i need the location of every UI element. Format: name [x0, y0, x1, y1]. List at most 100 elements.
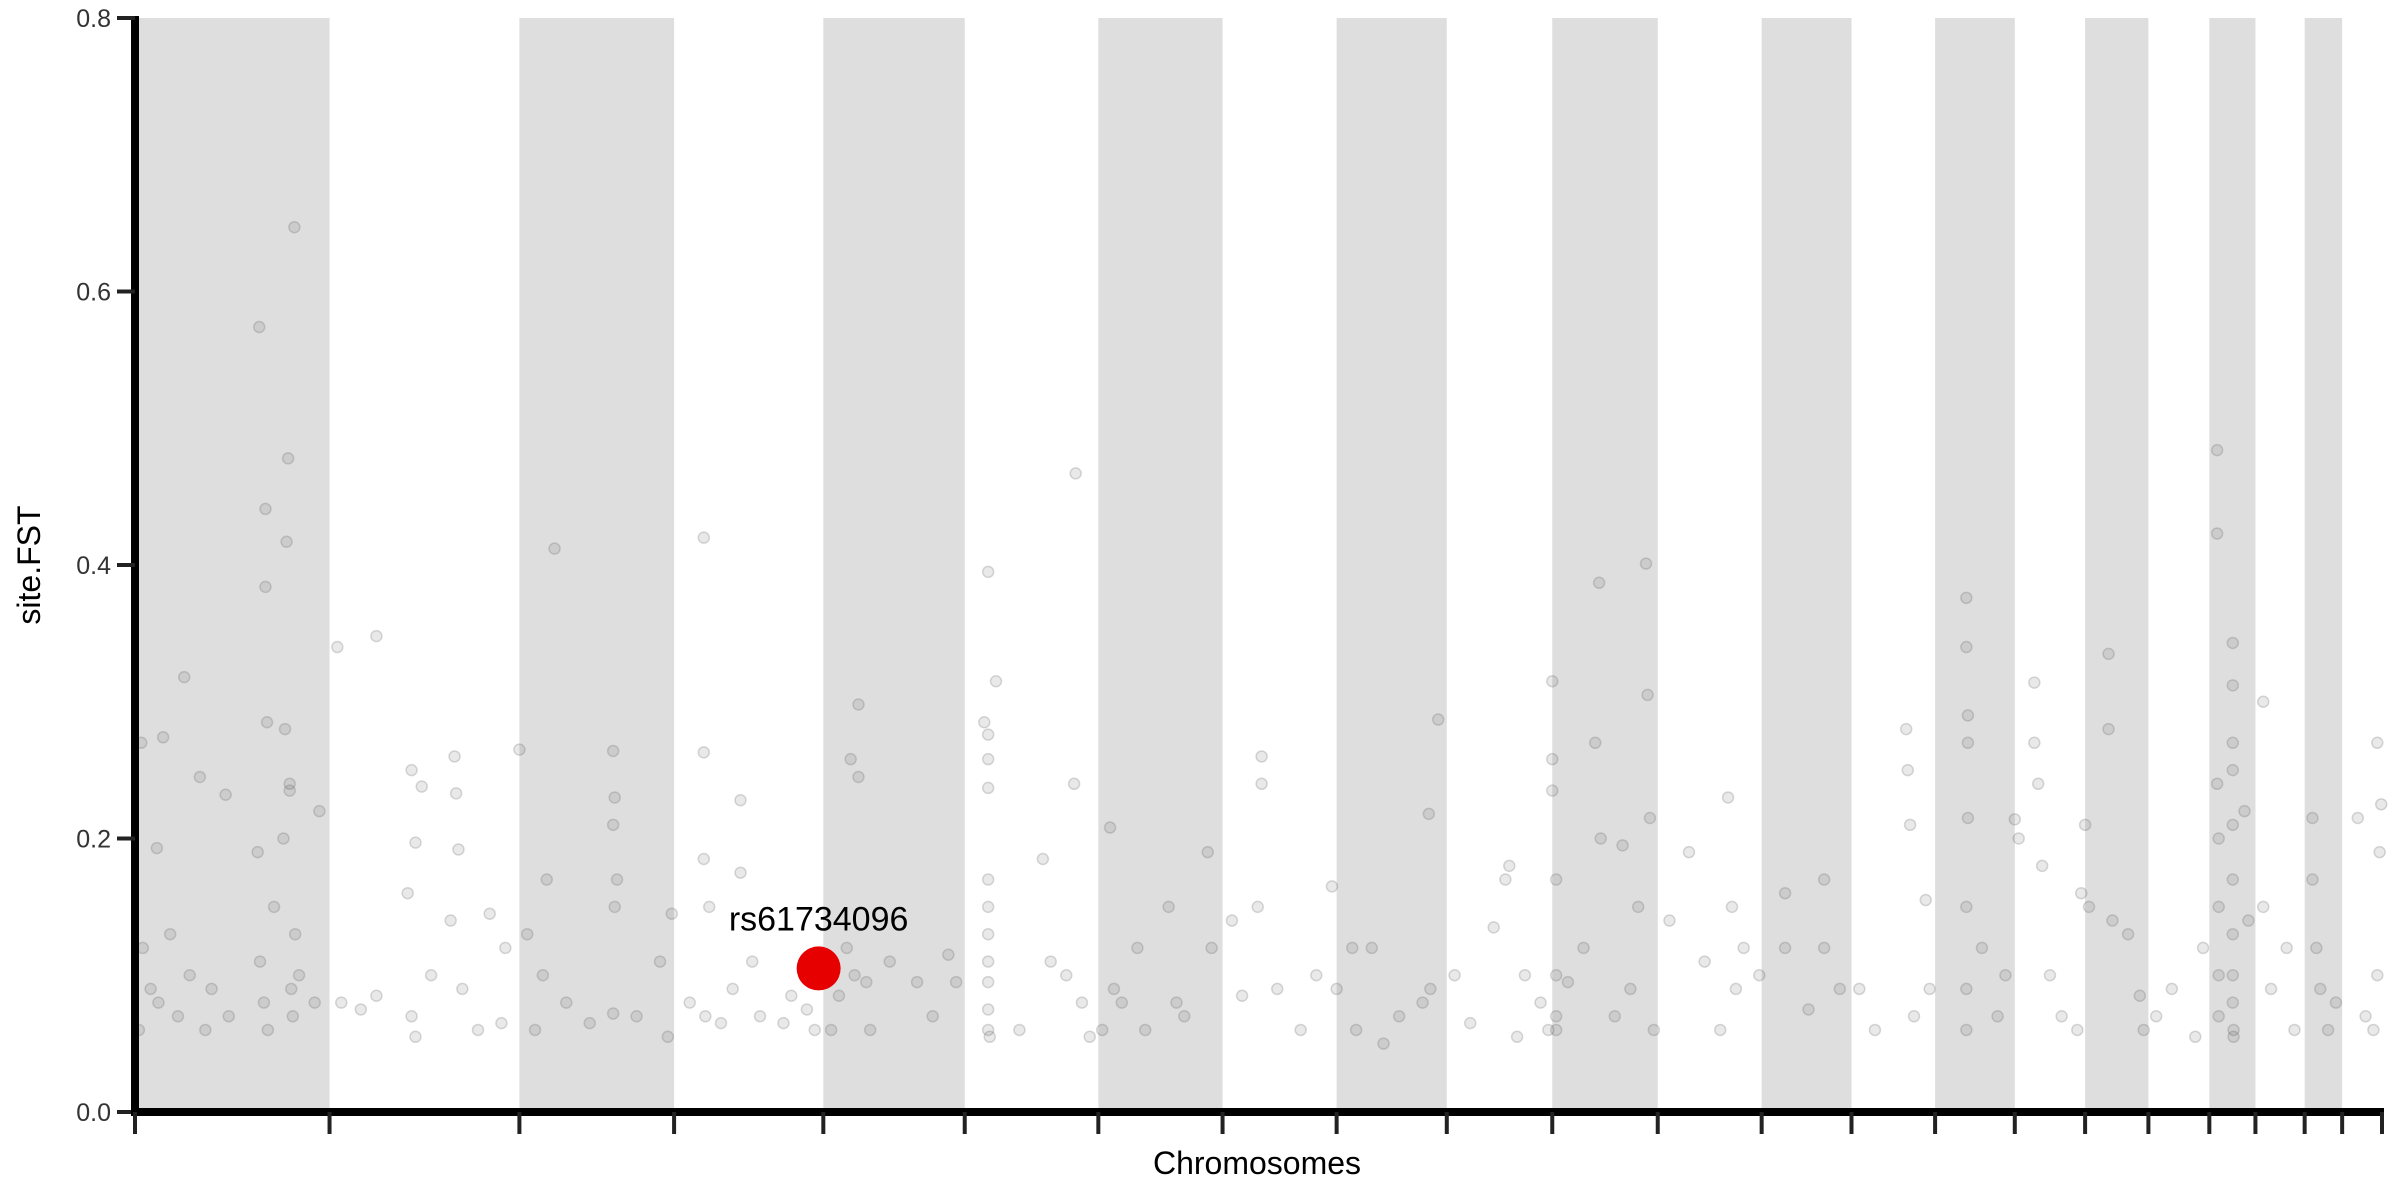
data-point [978, 716, 991, 729]
data-point [281, 452, 295, 465]
data-point [1422, 807, 1436, 821]
data-point [2314, 982, 2327, 996]
data-point [499, 941, 512, 955]
data-point [1069, 467, 1082, 480]
data-point [144, 982, 157, 996]
data-point [163, 927, 177, 941]
data-point [989, 674, 1003, 688]
data-point [1431, 713, 1445, 726]
chromosome-band-17 [2085, 18, 2149, 1112]
data-point [177, 670, 191, 684]
data-point [2137, 1023, 2150, 1037]
data-point [2264, 982, 2278, 996]
data-point [1067, 777, 1081, 791]
data-point [2106, 914, 2119, 927]
y-tick-label: 0.8 [76, 5, 111, 33]
data-point [606, 1007, 620, 1020]
y-tick-label: 0.0 [76, 1099, 111, 1127]
data-point [1518, 969, 1532, 982]
data-point [1424, 982, 1437, 996]
data-point [1961, 811, 1975, 825]
data-point [2374, 798, 2388, 811]
chromosome-band-19 [2209, 18, 2256, 1112]
data-point [981, 781, 995, 795]
data-point [1235, 989, 1249, 1003]
data-point [286, 1010, 300, 1023]
data-point [285, 982, 298, 996]
data-points [132, 220, 2388, 1050]
data-point [405, 1010, 418, 1023]
data-point [1294, 1023, 1307, 1037]
data-point [1901, 763, 1915, 777]
data-point [2102, 647, 2115, 661]
data-point [1682, 845, 1696, 859]
data-point [824, 1023, 838, 1037]
data-point [1546, 784, 1559, 797]
data-point [2351, 811, 2365, 825]
x-axis-title: Chromosomes [1153, 1145, 1361, 1181]
data-point [259, 502, 272, 516]
chromosome-band-3 [519, 18, 675, 1112]
data-point [257, 996, 271, 1009]
data-point [401, 886, 414, 900]
data-point [288, 220, 301, 234]
y-tick-label: 0.6 [76, 279, 111, 307]
data-point [983, 1030, 996, 1044]
data-point [1641, 688, 1654, 702]
data-point [2359, 1010, 2372, 1023]
data-point [2256, 695, 2270, 708]
data-point [2212, 900, 2225, 914]
data-point [2238, 804, 2251, 818]
data-point [2012, 832, 2025, 845]
data-point [1753, 969, 1766, 982]
data-point [471, 1023, 485, 1037]
data-point [260, 716, 274, 729]
data-point [697, 746, 711, 759]
data-point [1960, 1023, 1973, 1037]
data-point [1170, 996, 1183, 1009]
data-point [1577, 941, 1590, 955]
data-point [1271, 982, 1284, 996]
data-point [331, 640, 344, 654]
data-point [156, 731, 170, 744]
data-point [1616, 839, 1629, 852]
data-point [1251, 900, 1264, 914]
data-point [1817, 873, 1831, 886]
data-point [2373, 845, 2386, 859]
data-point [1592, 576, 1606, 590]
data-point [2226, 996, 2240, 1009]
y-axis: 0.0 0.2 0.4 0.6 0.8 [76, 5, 139, 1127]
data-point [335, 996, 348, 1009]
data-point [745, 955, 759, 968]
data-point [699, 1010, 712, 1023]
data-point [1713, 1023, 1727, 1037]
data-point [2212, 832, 2225, 845]
data-point [610, 873, 624, 886]
data-point [1663, 914, 1676, 927]
data-point [1365, 941, 1379, 955]
data-point [1778, 886, 1792, 900]
data-point [1729, 982, 1743, 996]
data-point [2082, 900, 2096, 914]
data-point [292, 969, 306, 982]
data-point [1542, 1023, 1555, 1037]
data-point [981, 975, 995, 989]
data-point [1205, 941, 1218, 955]
data-point [283, 784, 296, 797]
data-point [1737, 941, 1750, 955]
data-point [949, 975, 963, 989]
data-point [448, 750, 461, 763]
data-point [981, 900, 995, 914]
data-point [981, 1023, 995, 1037]
data-point [1013, 1023, 1026, 1037]
data-point [863, 1023, 877, 1037]
data-point [2367, 1023, 2380, 1037]
data-point [2226, 927, 2240, 941]
data-point [409, 836, 422, 849]
data-point [661, 1030, 675, 1044]
data-point [1631, 900, 1645, 914]
data-point [2031, 777, 2045, 791]
data-point [152, 996, 165, 1009]
y-tick-label: 0.4 [76, 552, 111, 580]
data-point [2149, 1010, 2163, 1023]
